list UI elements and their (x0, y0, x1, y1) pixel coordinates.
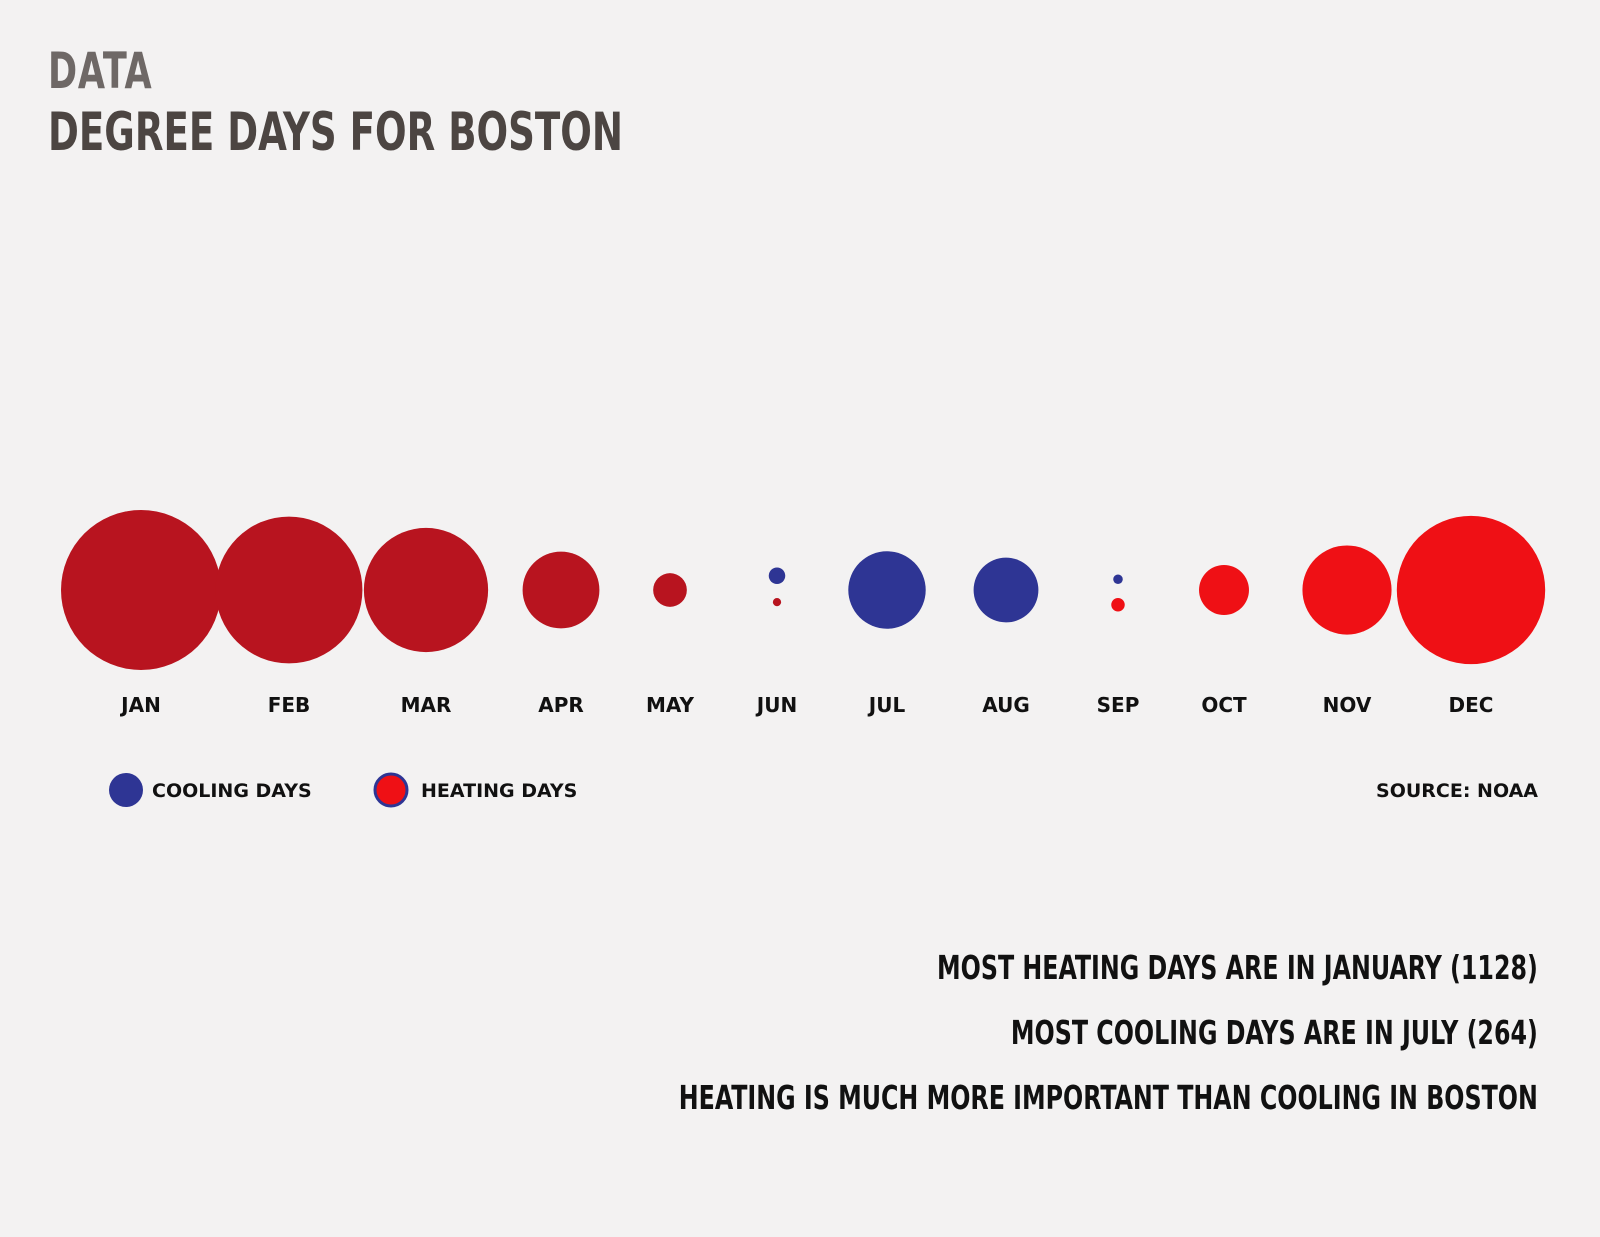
bubble-cooling-aug (973, 557, 1039, 623)
legend-heating-label: HEATING DAYS (421, 780, 577, 802)
month-labels: JAN FEB MAR APR MAY JUN JUL AUG SEP OCT NOV DEC (119, 693, 1493, 717)
chart-title: DEGREE DAYS FOR BOSTON (48, 102, 624, 163)
bubble-heating-nov (1302, 545, 1392, 635)
source-note: SOURCE: NOAA (1376, 780, 1538, 802)
chart-kicker: DATA (48, 42, 153, 100)
month-label-jan: JAN (119, 693, 161, 717)
bubble-cooling-jul (848, 551, 926, 629)
bubble-heating-sep (1111, 598, 1125, 612)
legend: COOLING DAYS HEATING DAYS SOURCE: NOAA (109, 772, 1538, 808)
month-label-dec: DEC (1449, 693, 1494, 717)
month-label-jun: JUN (755, 693, 797, 717)
month-label-apr: APR (538, 693, 584, 717)
takeaways: MOST HEATING DAYS ARE IN JANUARY (1128) … (464, 948, 1538, 1143)
bubble-cooling-sep (1113, 574, 1123, 584)
month-label-mar: MAR (401, 693, 452, 717)
bubble-heating-oct (1199, 565, 1249, 615)
bubble-heating-may (653, 573, 687, 607)
month-label-sep: SEP (1097, 693, 1140, 717)
bubble-cooling-jun (768, 567, 786, 585)
bubble-heating-feb (215, 516, 363, 664)
bubble-heating-jun (772, 598, 782, 607)
bubble-heating-mar (363, 527, 489, 653)
month-label-aug: AUG (982, 693, 1030, 717)
month-label-nov: NOV (1323, 693, 1372, 717)
bubble-heating-jan (61, 510, 221, 670)
legend-heating-swatch (373, 772, 409, 808)
legend-cooling-label: COOLING DAYS (152, 780, 312, 802)
legend-cooling-swatch (109, 773, 143, 807)
takeaway-cooling: MOST COOLING DAYS ARE IN JULY (264) (1011, 1013, 1538, 1052)
takeaway-heating: MOST HEATING DAYS ARE IN JANUARY (1128) (937, 948, 1538, 987)
bubble-heating-dec (1396, 515, 1546, 665)
month-label-oct: OCT (1201, 693, 1247, 717)
month-label-may: MAY (646, 693, 694, 717)
bubbles-layer (61, 510, 1546, 670)
takeaway-conclusion: HEATING IS MUCH MORE IMPORTANT THAN COOL… (678, 1078, 1538, 1117)
bubble-heating-apr (522, 551, 600, 629)
month-label-jul: JUL (867, 693, 906, 717)
month-label-feb: FEB (268, 693, 311, 717)
